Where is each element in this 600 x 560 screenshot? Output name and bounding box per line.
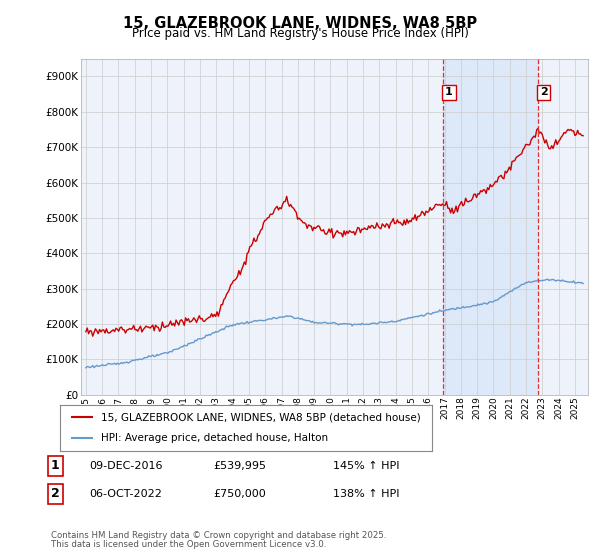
Text: 2: 2 <box>540 87 548 97</box>
Text: £750,000: £750,000 <box>213 489 266 499</box>
Text: 145% ↑ HPI: 145% ↑ HPI <box>333 461 400 471</box>
Text: Contains HM Land Registry data © Crown copyright and database right 2025.: Contains HM Land Registry data © Crown c… <box>51 531 386 540</box>
Text: 09-DEC-2016: 09-DEC-2016 <box>89 461 162 471</box>
Text: 1: 1 <box>445 87 453 97</box>
Text: 1: 1 <box>51 459 60 473</box>
Text: 2: 2 <box>51 487 60 501</box>
Text: 06-OCT-2022: 06-OCT-2022 <box>89 489 161 499</box>
Text: HPI: Average price, detached house, Halton: HPI: Average price, detached house, Halt… <box>101 433 328 444</box>
Text: 15, GLAZEBROOK LANE, WIDNES, WA8 5BP (detached house): 15, GLAZEBROOK LANE, WIDNES, WA8 5BP (de… <box>101 412 421 422</box>
Text: Price paid vs. HM Land Registry's House Price Index (HPI): Price paid vs. HM Land Registry's House … <box>131 27 469 40</box>
Text: 138% ↑ HPI: 138% ↑ HPI <box>333 489 400 499</box>
Text: £539,995: £539,995 <box>213 461 266 471</box>
Text: This data is licensed under the Open Government Licence v3.0.: This data is licensed under the Open Gov… <box>51 540 326 549</box>
Bar <box>443 59 538 395</box>
Text: 15, GLAZEBROOK LANE, WIDNES, WA8 5BP: 15, GLAZEBROOK LANE, WIDNES, WA8 5BP <box>123 16 477 31</box>
